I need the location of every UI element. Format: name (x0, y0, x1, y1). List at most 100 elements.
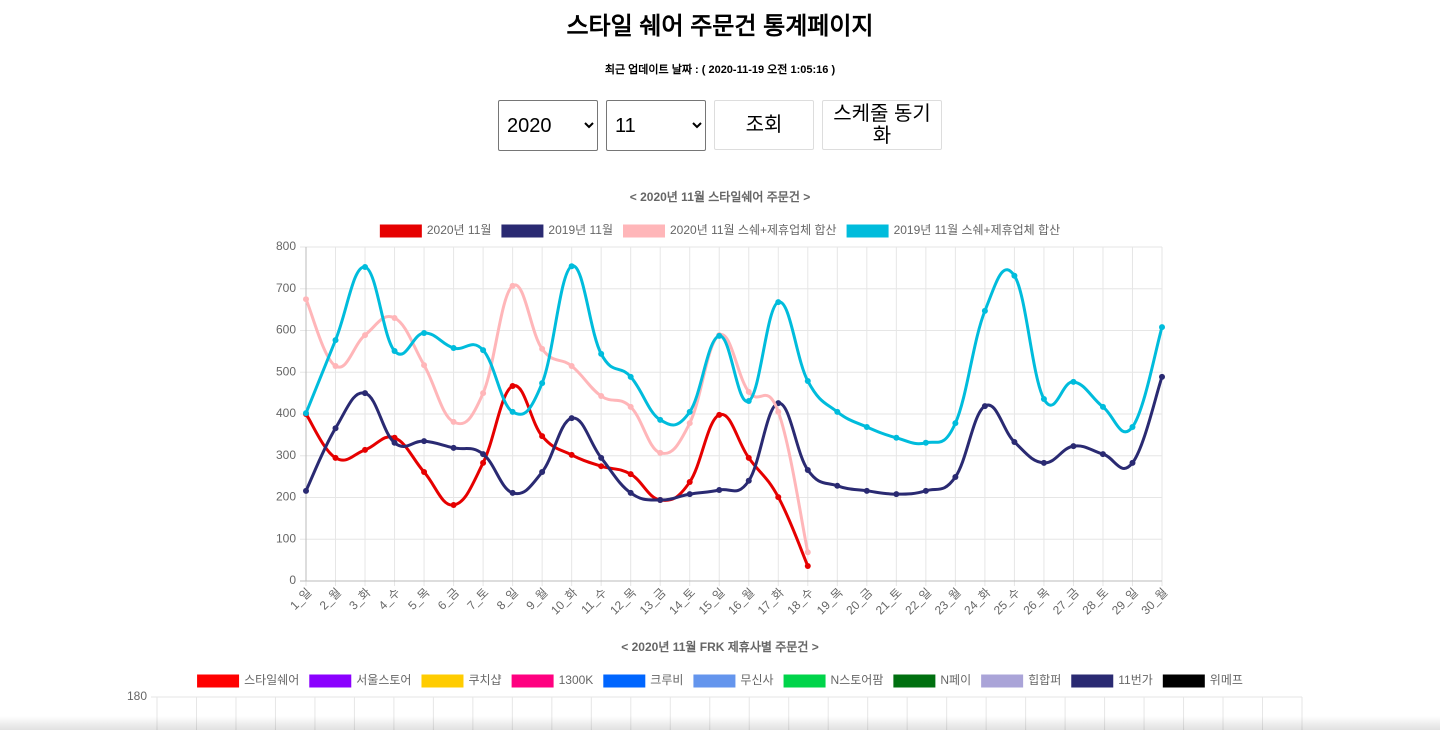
data-point (332, 337, 339, 344)
x-tick-label: 22_일 (902, 585, 934, 617)
data-point (303, 410, 309, 417)
x-tick-label: 6_금 (435, 585, 462, 612)
data-point (362, 390, 369, 397)
updated-at: 최근 업데이트 날짜 : ( 2020-11-19 오전 1:05:16 ) (604, 64, 836, 76)
legend-label: 힙합퍼 (1028, 673, 1061, 687)
page-title: 스타일 쉐어 주문건 통계페이지 (566, 13, 874, 40)
legend-label: 2020년 11월 스쉐+제휴업체 합산 (670, 223, 837, 237)
x-tick-label: 4_수 (376, 585, 403, 612)
data-point (1129, 459, 1136, 466)
legend-swatch (197, 674, 240, 688)
x-tick-label: 5_목 (405, 585, 432, 612)
data-point (362, 446, 369, 453)
x-tick-label: 13_금 (637, 585, 669, 617)
chart-title: < 2020년 11월 스타일쉐어 주문건 > (630, 189, 810, 204)
chart-title: < 2020년 11월 FRK 제휴사별 주문건 > (621, 639, 818, 654)
data-point (332, 362, 339, 369)
controls: 2020 11 조회 스케줄 동기화 (498, 100, 942, 151)
legend-label: 스타일쉐어 (244, 673, 299, 687)
x-tick-label: 16_월 (725, 585, 757, 617)
data-point (509, 282, 516, 289)
legend-label: 11번가 (1118, 673, 1153, 687)
search-button[interactable]: 조회 (714, 100, 814, 150)
y-tick-label: 180 (127, 689, 147, 703)
data-point (981, 403, 988, 410)
x-tick-label: 1_일 (287, 585, 314, 612)
data-point (509, 383, 516, 390)
data-point (745, 388, 752, 395)
legend-swatch (309, 674, 352, 688)
data-point (627, 471, 634, 478)
data-point (332, 454, 339, 461)
x-tick-label: 3_화 (346, 585, 373, 612)
x-tick-label: 2_월 (317, 585, 344, 612)
legend-label: 무신사 (740, 673, 773, 687)
data-point (568, 451, 575, 458)
legend-swatch (893, 674, 936, 688)
data-point (834, 408, 841, 415)
data-point (1159, 373, 1165, 380)
data-point (1070, 443, 1077, 450)
data-point (421, 362, 428, 369)
data-point (450, 345, 457, 352)
data-point (391, 347, 398, 354)
year-select[interactable]: 2020 (498, 100, 598, 151)
month-select[interactable]: 11 (606, 100, 706, 151)
data-point (863, 423, 870, 430)
y-tick-label: 300 (276, 448, 296, 462)
x-tick-label: 27_금 (1050, 585, 1082, 617)
x-tick-label: 24_화 (961, 585, 993, 617)
data-point (627, 403, 634, 410)
data-point (981, 307, 988, 314)
data-point (686, 420, 693, 427)
x-tick-label: 29_일 (1109, 585, 1141, 617)
data-point (627, 489, 634, 496)
data-point (686, 491, 693, 498)
data-point (568, 415, 575, 422)
data-point (1070, 378, 1077, 385)
data-point (834, 482, 841, 489)
series-line (304, 376, 1164, 502)
data-point (686, 479, 693, 486)
y-tick-label: 600 (276, 323, 296, 337)
data-point (686, 408, 693, 415)
data-point (775, 494, 782, 501)
x-tick-label: 9_월 (523, 585, 550, 612)
data-point (480, 347, 487, 354)
x-tick-label: 18_수 (784, 585, 816, 617)
legend-swatch (1162, 674, 1205, 688)
legend-label: N스토어팜 (831, 673, 884, 687)
x-tick-label: 26_목 (1020, 585, 1052, 617)
y-tick-label: 700 (276, 281, 296, 295)
data-point (804, 466, 811, 473)
data-point (952, 474, 959, 481)
bottom-shade (0, 716, 1440, 730)
data-point (863, 487, 870, 494)
sync-button[interactable]: 스케줄 동기화 (822, 100, 942, 150)
data-point (480, 451, 487, 458)
data-point (716, 486, 723, 493)
data-point (745, 477, 752, 484)
data-point (391, 439, 398, 446)
y-tick-label: 400 (276, 406, 296, 420)
data-point (1129, 423, 1136, 430)
data-point (1040, 459, 1047, 466)
data-point (509, 408, 516, 415)
x-tick-label: 30_월 (1139, 585, 1171, 617)
legend-swatch (623, 224, 665, 238)
data-point (922, 487, 929, 494)
data-point (1099, 451, 1106, 458)
legend-swatch (1071, 674, 1114, 688)
x-tick-label: 19_목 (814, 585, 846, 617)
legend-label: 2020년 11월 (427, 223, 492, 237)
data-point (745, 454, 752, 461)
data-point (716, 411, 723, 418)
data-point (568, 362, 575, 369)
data-point (1040, 395, 1047, 402)
y-tick-label: 100 (276, 531, 296, 545)
data-point (716, 332, 723, 339)
x-tick-label: 20_금 (843, 585, 875, 617)
legend-swatch (379, 224, 422, 238)
data-point (362, 264, 369, 271)
